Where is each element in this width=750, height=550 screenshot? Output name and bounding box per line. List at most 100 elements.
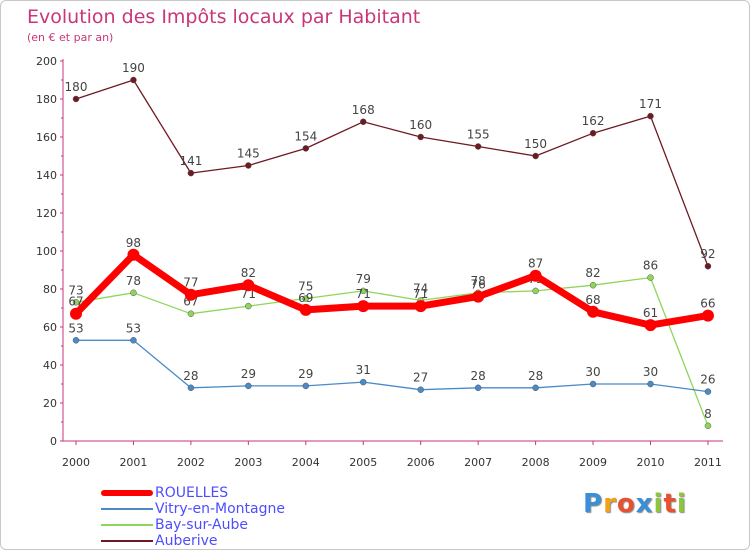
legend-item-vitry-en-montagne: Vitry-en-Montagne — [101, 501, 361, 517]
data-point-rouelles — [529, 269, 542, 282]
data-point-auberive — [704, 262, 712, 270]
data-point-rouelles — [242, 279, 255, 292]
data-label-auberive: 190 — [122, 61, 145, 75]
data-label-auberive: 154 — [294, 129, 317, 143]
series-line-bay-sur-aube — [75, 276, 709, 427]
data-point-auberive — [647, 112, 654, 120]
x-tick-label: 2005 — [349, 456, 377, 469]
y-tick-label: 100 — [36, 245, 57, 258]
y-tick-label: 80 — [43, 283, 57, 296]
data-point-auberive — [130, 76, 137, 84]
data-point-vitry-en-montagne — [72, 337, 80, 344]
data-point-auberive — [72, 95, 80, 103]
y-tick-label: 160 — [36, 131, 57, 144]
data-label-rouelles: 71 — [356, 287, 371, 301]
data-point-bay-sur-aube — [360, 287, 367, 295]
data-point-vitry-en-montagne — [360, 378, 367, 386]
series-line-rouelles — [72, 251, 712, 329]
data-label-vitry-en-montagne: 28 — [183, 369, 198, 383]
logo-letter: t — [663, 489, 677, 519]
data-label-vitry-en-montagne: 28 — [528, 369, 543, 383]
data-point-vitry-en-montagne — [302, 382, 310, 390]
x-tick-label: 2003 — [234, 456, 262, 469]
data-label-vitry-en-montagne: 28 — [471, 369, 486, 383]
logo-letter: x — [635, 489, 654, 519]
data-point-auberive — [360, 118, 367, 126]
series-line-vitry-en-montagne — [75, 339, 709, 393]
data-point-rouelles — [414, 300, 427, 313]
x-tick-label: 2002 — [177, 456, 205, 469]
data-point-bay-sur-aube — [532, 287, 539, 295]
data-label-bay-sur-aube: 75 — [298, 280, 313, 294]
data-point-bay-sur-aube — [130, 289, 137, 297]
y-tick-label: 60 — [43, 321, 57, 334]
data-point-rouelles — [357, 300, 370, 313]
x-tick-label: 2008 — [522, 456, 550, 469]
legend-swatch-vitry-en-montagne — [101, 508, 153, 510]
data-point-rouelles — [184, 288, 197, 301]
y-tick-label: 120 — [36, 207, 57, 220]
data-point-vitry-en-montagne — [589, 380, 597, 388]
data-label-rouelles: 68 — [585, 293, 600, 307]
data-point-bay-sur-aube — [704, 422, 712, 430]
x-tick-label: 2009 — [579, 456, 607, 469]
data-label-auberive: 168 — [352, 103, 375, 117]
logo-letter: P — [583, 489, 604, 519]
data-point-vitry-en-montagne — [647, 380, 654, 388]
data-label-rouelles: 71 — [413, 287, 428, 301]
data-label-bay-sur-aube: 74 — [413, 281, 428, 295]
data-label-bay-sur-aube: 86 — [643, 259, 658, 273]
y-tick-label: 20 — [43, 397, 57, 410]
data-label-bay-sur-aube: 8 — [704, 407, 712, 421]
data-label-vitry-en-montagne: 53 — [126, 321, 141, 335]
x-tick-label: 2004 — [292, 456, 320, 469]
chart-title: Evolution des Impôts locaux par Habitant — [27, 6, 421, 28]
data-label-auberive: 141 — [179, 154, 202, 168]
logo-letter: i — [676, 489, 687, 519]
data-point-bay-sur-aube — [647, 274, 654, 281]
data-label-bay-sur-aube: 78 — [126, 274, 141, 288]
data-label-rouelles: 98 — [126, 236, 141, 250]
data-label-rouelles: 66 — [700, 297, 715, 311]
data-label-vitry-en-montagne: 27 — [413, 371, 428, 385]
legend-label-vitry-en-montagne: Vitry-en-Montagne — [155, 501, 285, 517]
data-point-rouelles — [644, 319, 657, 332]
data-point-vitry-en-montagne — [704, 388, 712, 395]
logo-letter: o — [616, 489, 636, 519]
data-point-vitry-en-montagne — [245, 382, 252, 390]
data-point-auberive — [245, 162, 252, 169]
data-point-auberive — [187, 169, 195, 177]
data-point-rouelles — [299, 303, 312, 316]
data-label-auberive: 180 — [65, 80, 88, 94]
data-point-bay-sur-aube — [72, 299, 80, 306]
data-label-auberive: 171 — [639, 97, 662, 111]
data-point-vitry-en-montagne — [130, 337, 137, 344]
data-point-vitry-en-montagne — [474, 384, 482, 392]
data-label-bay-sur-aube: 78 — [471, 274, 486, 288]
chart-legend: ROUELLES Vitry-en-Montagne Bay-sur-Aube … — [101, 485, 361, 549]
legend-label-rouelles: ROUELLES — [155, 485, 229, 501]
legend-swatch-rouelles — [101, 490, 153, 496]
data-label-vitry-en-montagne: 30 — [585, 365, 600, 379]
data-point-bay-sur-aube — [245, 302, 252, 310]
x-tick-label: 2007 — [464, 456, 492, 469]
series-line-auberive — [75, 79, 709, 267]
data-point-rouelles — [472, 290, 485, 303]
data-label-rouelles: 61 — [643, 306, 658, 320]
y-tick-label: 0 — [50, 435, 57, 448]
data-label-bay-sur-aube: 79 — [356, 272, 371, 286]
y-tick-label: 140 — [36, 169, 57, 182]
data-label-vitry-en-montagne: 29 — [298, 367, 313, 381]
y-tick-label: 200 — [36, 55, 57, 68]
data-point-auberive — [302, 145, 310, 152]
y-tick-label: 180 — [36, 93, 57, 106]
data-point-vitry-en-montagne — [417, 386, 424, 393]
legend-label-bay-sur-aube: Bay-sur-Aube — [155, 517, 248, 533]
data-point-auberive — [589, 129, 597, 137]
data-label-rouelles: 76 — [471, 278, 486, 292]
data-label-auberive: 162 — [582, 114, 605, 128]
legend-item-bay-sur-aube: Bay-sur-Aube — [101, 517, 361, 533]
data-point-bay-sur-aube — [589, 281, 597, 289]
data-label-auberive: 145 — [237, 147, 260, 161]
data-label-auberive: 160 — [409, 118, 432, 132]
